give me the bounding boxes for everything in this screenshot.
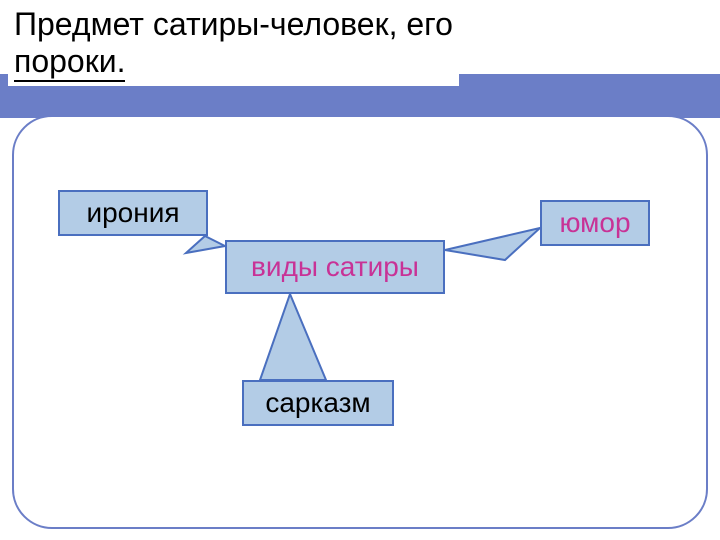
title-line2: пороки. — [14, 43, 125, 82]
node-center-label: виды сатиры — [251, 251, 419, 283]
title-line1: Предмет сатиры-человек, его — [14, 6, 453, 42]
node-humor: юмор — [540, 200, 650, 246]
node-irony: ирония — [58, 190, 208, 236]
slide-title: Предмет сатиры-человек, его пороки. — [8, 4, 459, 86]
node-humor-label: юмор — [559, 207, 630, 239]
node-sarcasm-label: сарказм — [265, 387, 370, 419]
callout-triangle — [260, 294, 326, 380]
node-irony-label: ирония — [86, 197, 179, 229]
node-center: виды сатиры — [225, 240, 445, 294]
node-sarcasm: сарказм — [242, 380, 394, 426]
